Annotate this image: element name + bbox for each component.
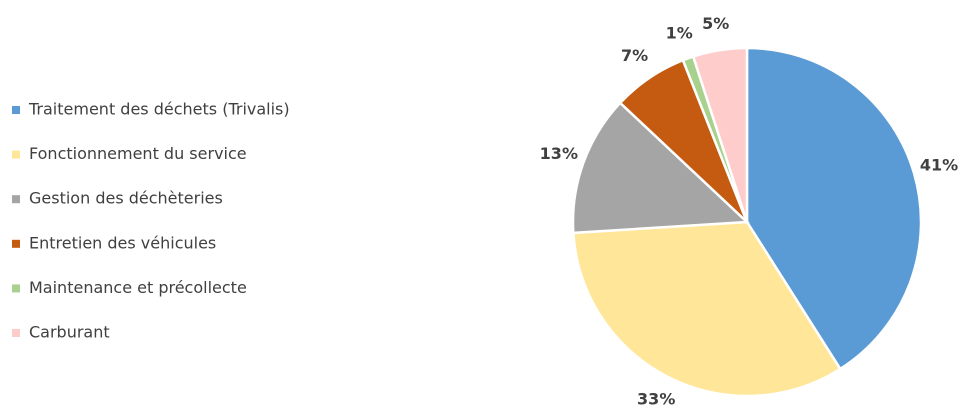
legend-label: Entretien des véhicules	[29, 233, 216, 252]
pie-slice	[691, 46, 749, 223]
legend-marker	[12, 239, 20, 248]
data-label: 13%	[540, 144, 578, 163]
legend-marker	[12, 106, 20, 114]
legend-label: Maintenance et précollecte	[29, 278, 247, 297]
legend-label: Traitement des déchets (Trivalis)	[28, 100, 290, 119]
data-label: 41%	[920, 156, 958, 175]
legend-marker	[12, 195, 20, 204]
data-label: 5%	[702, 14, 729, 33]
legend-marker	[12, 284, 20, 293]
legend-marker	[12, 329, 20, 337]
legend-marker	[12, 150, 20, 159]
data-label: 1%	[666, 23, 693, 42]
legend-label: Carburant	[29, 323, 110, 342]
legend-label: Gestion des déchèteries	[29, 189, 223, 208]
pie-slice	[572, 220, 842, 398]
legend-label: Fonctionnement du service	[29, 144, 247, 163]
pie-slice	[571, 101, 750, 235]
data-label: 7%	[621, 46, 648, 65]
data-label: 33%	[637, 390, 675, 409]
